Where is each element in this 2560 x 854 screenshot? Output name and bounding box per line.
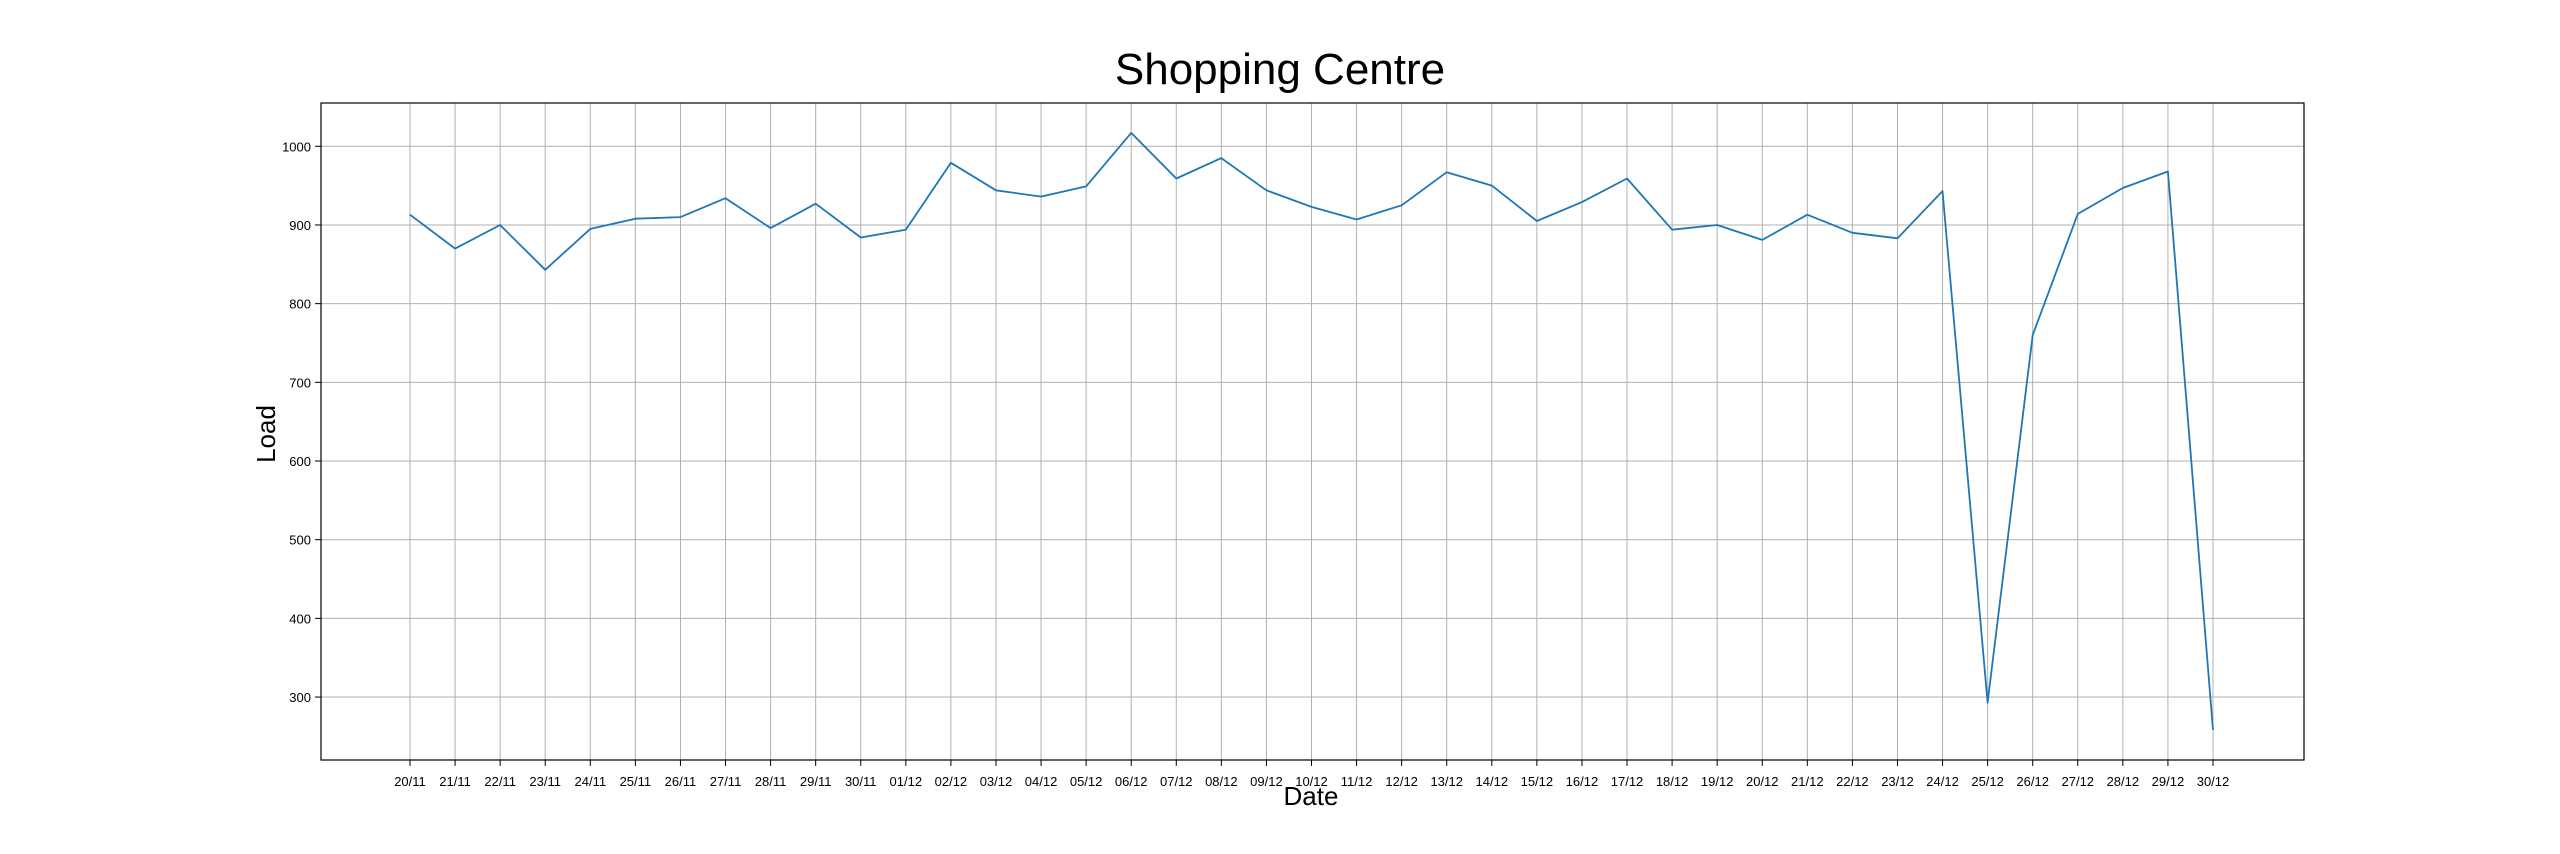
x-tick-label: 23/12 <box>1881 774 1914 789</box>
x-tick-label: 04/12 <box>1025 774 1058 789</box>
y-tick-label: 500 <box>289 533 311 548</box>
x-tick-label: 23/11 <box>529 774 561 789</box>
x-tick-label: 08/12 <box>1205 774 1238 789</box>
grid <box>321 103 2304 760</box>
x-tick-label: 10/12 <box>1295 774 1328 789</box>
x-tick-label: 29/11 <box>800 774 832 789</box>
y-tick-label: 300 <box>289 690 311 705</box>
y-tick-label: 600 <box>289 454 311 469</box>
x-tick-label: 02/12 <box>935 774 968 789</box>
x-tick-label: 27/12 <box>2062 774 2095 789</box>
x-tick-label: 21/12 <box>1791 774 1824 789</box>
y-tick-label: 800 <box>289 297 311 312</box>
y-tick-label: 900 <box>289 218 311 233</box>
x-tick-label: 03/12 <box>980 774 1013 789</box>
x-tick-label: 29/12 <box>2152 774 2185 789</box>
x-tick-label: 24/11 <box>575 774 607 789</box>
y-tick-label: 700 <box>289 375 311 390</box>
x-tick-label: 15/12 <box>1521 774 1554 789</box>
x-tick-label: 24/12 <box>1926 774 1959 789</box>
x-tick-label: 21/11 <box>439 774 471 789</box>
x-tick-label: 12/12 <box>1385 774 1418 789</box>
y-tick-label: 400 <box>289 611 311 626</box>
x-axis: 20/11 21/11 22/11 23/11 24/11 25/11 26/11 27/11… <box>394 760 2229 789</box>
x-tick-label: 20/11 <box>394 774 426 789</box>
y-tick-label: 1000 <box>282 139 311 154</box>
x-tick-label: 05/12 <box>1070 774 1103 789</box>
x-tick-label: 06/12 <box>1115 774 1148 789</box>
x-tick-label: 18/12 <box>1656 774 1689 789</box>
plot-frame <box>320 102 2305 761</box>
x-tick-label: 26/12 <box>2016 774 2049 789</box>
x-tick-label: 01/12 <box>890 774 923 789</box>
series-layer <box>409 131 2214 731</box>
x-tick-label: 27/11 <box>710 774 742 789</box>
x-tick-label: 22/12 <box>1836 774 1869 789</box>
y-axis-label: Load <box>251 405 281 463</box>
x-tick-label: 30/11 <box>845 774 877 789</box>
x-tick-label: 30/12 <box>2197 774 2230 789</box>
x-tick-label: 22/11 <box>484 774 516 789</box>
x-tick-label: 28/12 <box>2107 774 2140 789</box>
x-tick-label: 13/12 <box>1430 774 1463 789</box>
chart-title: Shopping Centre <box>1115 45 1445 94</box>
x-tick-label: 26/11 <box>665 774 697 789</box>
x-tick-label: 16/12 <box>1566 774 1599 789</box>
x-tick-label: 25/11 <box>620 774 652 789</box>
x-tick-label: 07/12 <box>1160 774 1193 789</box>
x-tick-label: 11/12 <box>1341 774 1373 789</box>
x-tick-label: 14/12 <box>1476 774 1509 789</box>
x-tick-label: 19/12 <box>1701 774 1734 789</box>
x-tick-label: 28/11 <box>755 774 787 789</box>
x-tick-label: 25/12 <box>1971 774 2004 789</box>
x-tick-label: 20/12 <box>1746 774 1779 789</box>
x-tick-label: 17/12 <box>1611 774 1644 789</box>
y-axis: 300 400 500 600 700 800 900 1000 <box>282 139 321 705</box>
x-tick-label: 09/12 <box>1250 774 1283 789</box>
x-axis-label: Date <box>1284 781 1339 811</box>
series-line <box>409 131 2214 731</box>
